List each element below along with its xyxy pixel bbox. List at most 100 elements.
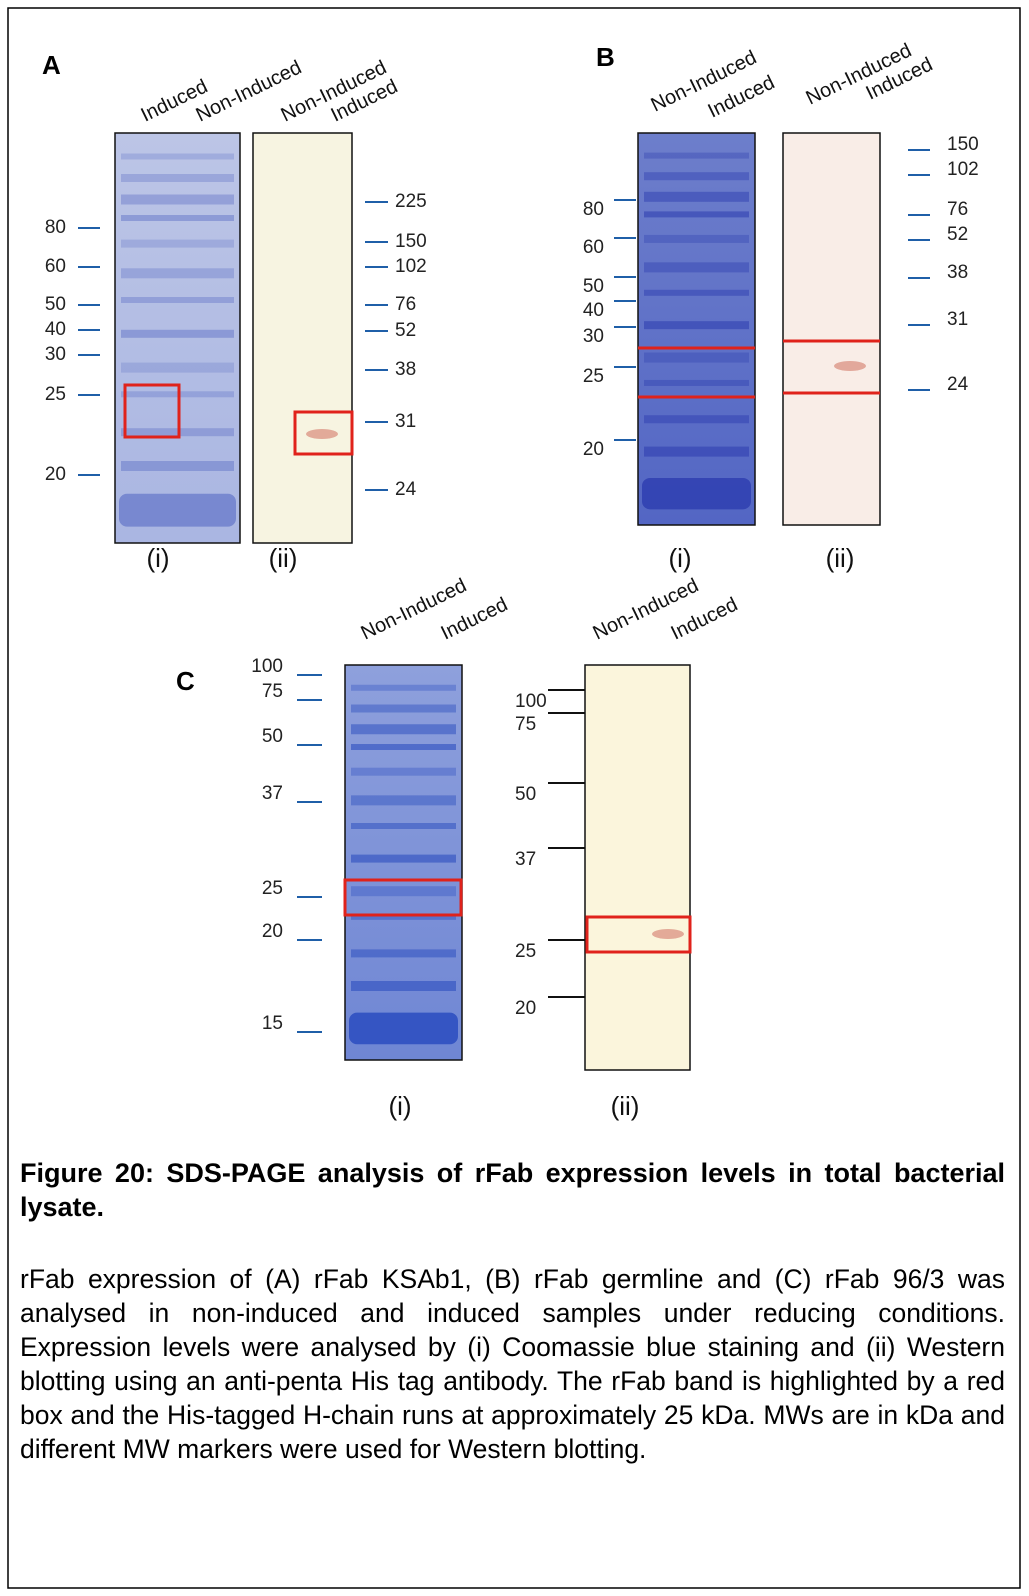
marker-label: 60 bbox=[45, 256, 66, 277]
marker-label: 102 bbox=[395, 256, 427, 277]
gel-band bbox=[351, 724, 456, 735]
gel-band bbox=[644, 262, 749, 273]
gel bbox=[782, 132, 881, 526]
marker-label: 75 bbox=[515, 714, 536, 735]
marker-label: 102 bbox=[947, 159, 979, 180]
gel-caption: (i) bbox=[668, 543, 691, 573]
marker-label: 38 bbox=[395, 359, 416, 380]
marker-label: 50 bbox=[262, 726, 283, 747]
marker-label: 100 bbox=[251, 656, 283, 677]
gel-band bbox=[121, 194, 234, 205]
marker-label: 80 bbox=[583, 199, 604, 220]
marker-label: 150 bbox=[395, 231, 427, 252]
gels: 80605040302520InducedNon-Induced(i)22515… bbox=[45, 40, 979, 1121]
marker-label: 150 bbox=[947, 134, 979, 155]
gel-band bbox=[351, 744, 456, 750]
marker-label: 30 bbox=[45, 344, 66, 365]
marker-label: 25 bbox=[262, 878, 283, 899]
gel bbox=[252, 132, 353, 544]
marker-label: 100 bbox=[515, 691, 547, 712]
figure-title: Figure 20: SDS-PAGE analysis of rFab exp… bbox=[20, 1158, 1005, 1222]
marker-label: 75 bbox=[262, 681, 283, 702]
gel-band bbox=[121, 174, 234, 182]
marker-label: 20 bbox=[515, 998, 536, 1019]
dye-front bbox=[119, 493, 236, 527]
highlight-box bbox=[585, 915, 692, 954]
gel-band bbox=[121, 153, 234, 160]
marker-label: 40 bbox=[45, 319, 66, 340]
gel-band bbox=[351, 913, 456, 920]
gel-caption: (ii) bbox=[269, 543, 298, 573]
gel-band bbox=[644, 289, 749, 296]
gel-band bbox=[644, 234, 749, 243]
marker-label: 38 bbox=[947, 262, 968, 283]
marker-label: 31 bbox=[395, 411, 416, 432]
marker-label: 50 bbox=[583, 276, 604, 297]
gel-band bbox=[351, 704, 456, 713]
marker-label: 30 bbox=[583, 326, 604, 347]
blot-signal bbox=[834, 361, 866, 371]
gel-caption: (i) bbox=[388, 1091, 411, 1121]
panel-label: B bbox=[596, 42, 615, 72]
gel-band bbox=[644, 415, 749, 424]
figure-border bbox=[7, 7, 1021, 1589]
gel-band bbox=[121, 297, 234, 303]
gel-band bbox=[121, 215, 234, 221]
gel-band bbox=[121, 461, 234, 471]
marker-label: 225 bbox=[395, 191, 427, 212]
dye-front bbox=[349, 1012, 458, 1045]
gel bbox=[584, 664, 691, 1071]
gel-caption: (ii) bbox=[826, 543, 855, 573]
gel-band bbox=[644, 191, 749, 202]
marker-label: 52 bbox=[395, 320, 416, 341]
highlight-box bbox=[343, 878, 463, 917]
dye-front bbox=[642, 477, 751, 510]
gel-band bbox=[121, 362, 234, 373]
gel-band bbox=[351, 823, 456, 829]
gel-band bbox=[644, 172, 749, 181]
gel-band bbox=[351, 981, 456, 991]
marker-label: 60 bbox=[583, 237, 604, 258]
marker-label: 80 bbox=[45, 217, 66, 238]
gel-band bbox=[644, 321, 749, 330]
marker-label: 20 bbox=[45, 464, 66, 485]
marker-label: 50 bbox=[45, 294, 66, 315]
marker-label: 24 bbox=[395, 479, 417, 500]
panel-label: C bbox=[176, 666, 195, 696]
marker-label: 40 bbox=[583, 300, 604, 321]
gel-band bbox=[351, 886, 456, 897]
marker-label: 31 bbox=[947, 309, 968, 330]
highlight-box bbox=[123, 383, 181, 439]
marker-label: 76 bbox=[395, 294, 416, 315]
marker-label: 50 bbox=[515, 784, 536, 805]
gel-band bbox=[644, 152, 749, 159]
gel-band bbox=[644, 379, 749, 386]
gel-caption: (i) bbox=[146, 543, 169, 573]
gel-band bbox=[121, 239, 234, 248]
gel-band bbox=[121, 329, 234, 338]
marker-label: 25 bbox=[583, 366, 604, 387]
gel-band bbox=[644, 211, 749, 218]
gel-band bbox=[351, 795, 456, 806]
blot-signal bbox=[306, 429, 338, 439]
highlight-box bbox=[293, 410, 354, 456]
marker-label: 20 bbox=[262, 921, 283, 942]
gel-band bbox=[644, 352, 749, 363]
marker-label: 25 bbox=[45, 384, 66, 405]
panel-label: A bbox=[42, 50, 61, 80]
blot-signal bbox=[652, 929, 684, 939]
marker-label: 20 bbox=[583, 439, 604, 460]
gel-band bbox=[351, 949, 456, 958]
marker-label: 15 bbox=[262, 1013, 283, 1034]
gel-band bbox=[351, 767, 456, 776]
marker-label: 25 bbox=[515, 941, 536, 962]
marker-label: 37 bbox=[262, 783, 283, 804]
gel-band bbox=[351, 854, 456, 863]
gel-caption: (ii) bbox=[611, 1091, 640, 1121]
gel-band bbox=[351, 684, 456, 691]
marker-label: 24 bbox=[947, 374, 969, 395]
marker-label: 76 bbox=[947, 199, 968, 220]
figure-body: rFab expression of (A) rFab KSAb1, (B) r… bbox=[20, 1264, 1005, 1464]
